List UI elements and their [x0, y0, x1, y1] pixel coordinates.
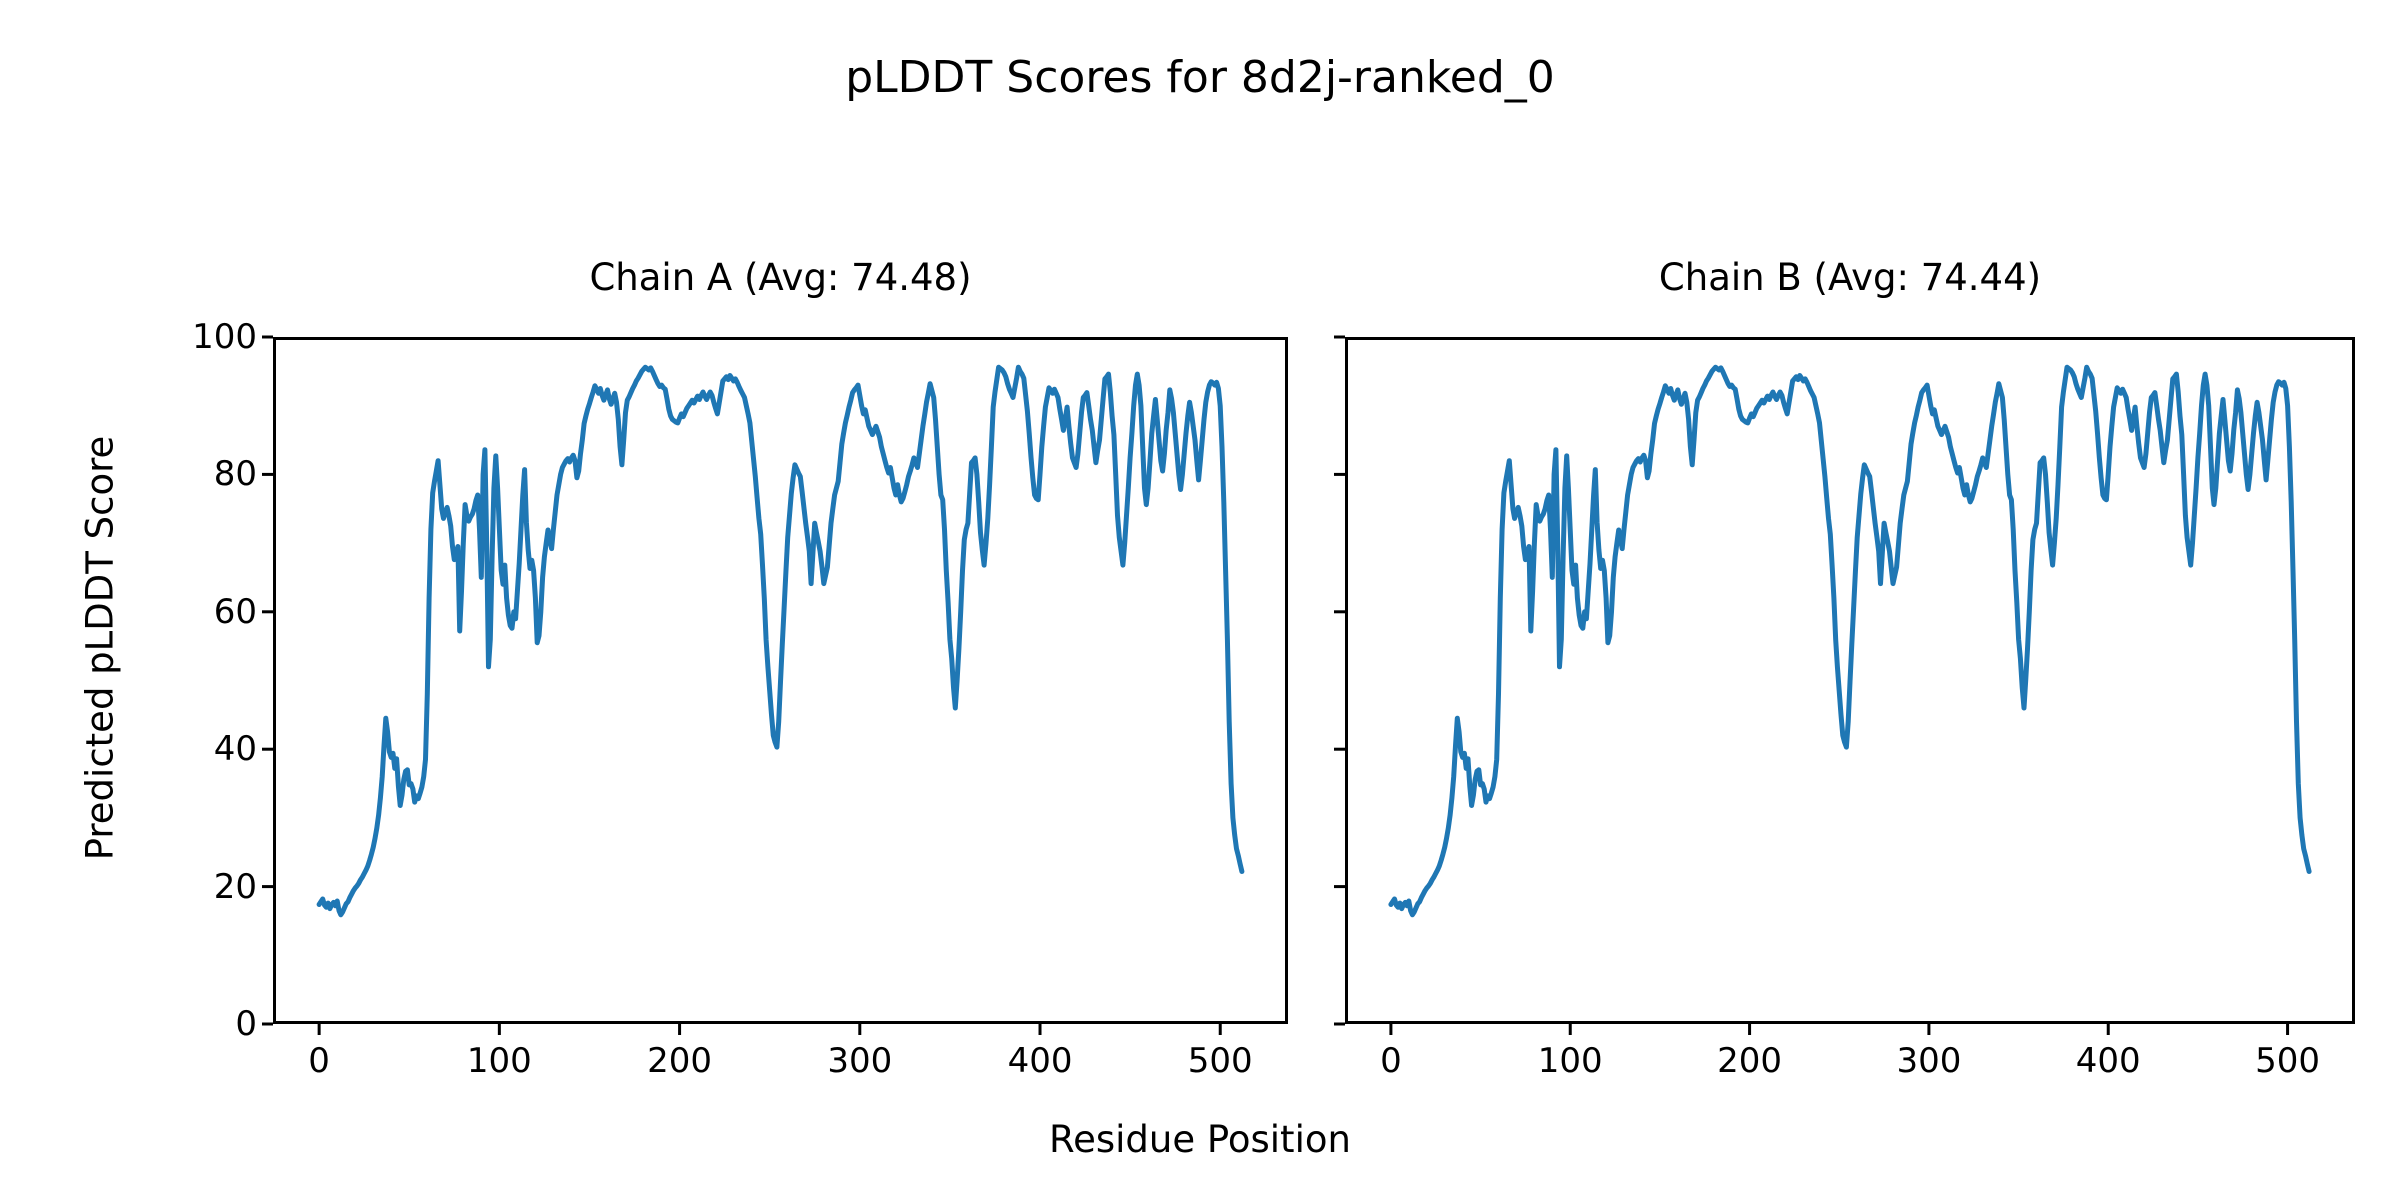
y-tick-label: 20	[213, 866, 257, 907]
subplot-chain-a-title: Chain A (Avg: 74.48)	[589, 256, 972, 299]
y-tick-label: 100	[192, 317, 257, 357]
x-tick-label: 300	[1896, 1041, 1962, 1081]
y-tick-label: 40	[213, 729, 257, 770]
y-axis-label: Predicted pLDDT Score	[78, 435, 122, 861]
y-tick-label: 0	[235, 1004, 257, 1044]
x-tick-label: 200	[647, 1041, 713, 1081]
figure-title: pLDDT Scores for 8d2j-ranked_0	[845, 52, 1555, 103]
x-tick-label: 0	[1380, 1041, 1402, 1081]
x-tick-label: 100	[466, 1041, 532, 1081]
x-tick-label: 400	[1007, 1041, 1073, 1081]
x-axis-label: Residue Position	[1049, 1118, 1351, 1161]
x-tick-label: 500	[1187, 1041, 1253, 1081]
chain-b-plot-area	[1334, 335, 2355, 1035]
x-tick-label: 100	[1537, 1041, 1603, 1081]
x-tick-label: 200	[1717, 1041, 1783, 1081]
axes-frame	[1345, 337, 2355, 1024]
y-tick-label: 60	[213, 591, 257, 632]
x-tick-label: 300	[827, 1041, 893, 1081]
plddt-line-chain-a	[316, 364, 1245, 918]
chain-a-plot-area	[262, 335, 1288, 1035]
subplot-chain-b-title: Chain B (Avg: 74.44)	[1658, 256, 2042, 299]
plddt-line-chain-b	[1388, 364, 2312, 918]
x-tick-label: 0	[308, 1041, 330, 1081]
x-tick-label: 500	[2255, 1041, 2321, 1081]
axes-frame	[273, 337, 1288, 1024]
y-tick-label: 80	[213, 454, 257, 495]
x-tick-label: 400	[2075, 1041, 2141, 1081]
